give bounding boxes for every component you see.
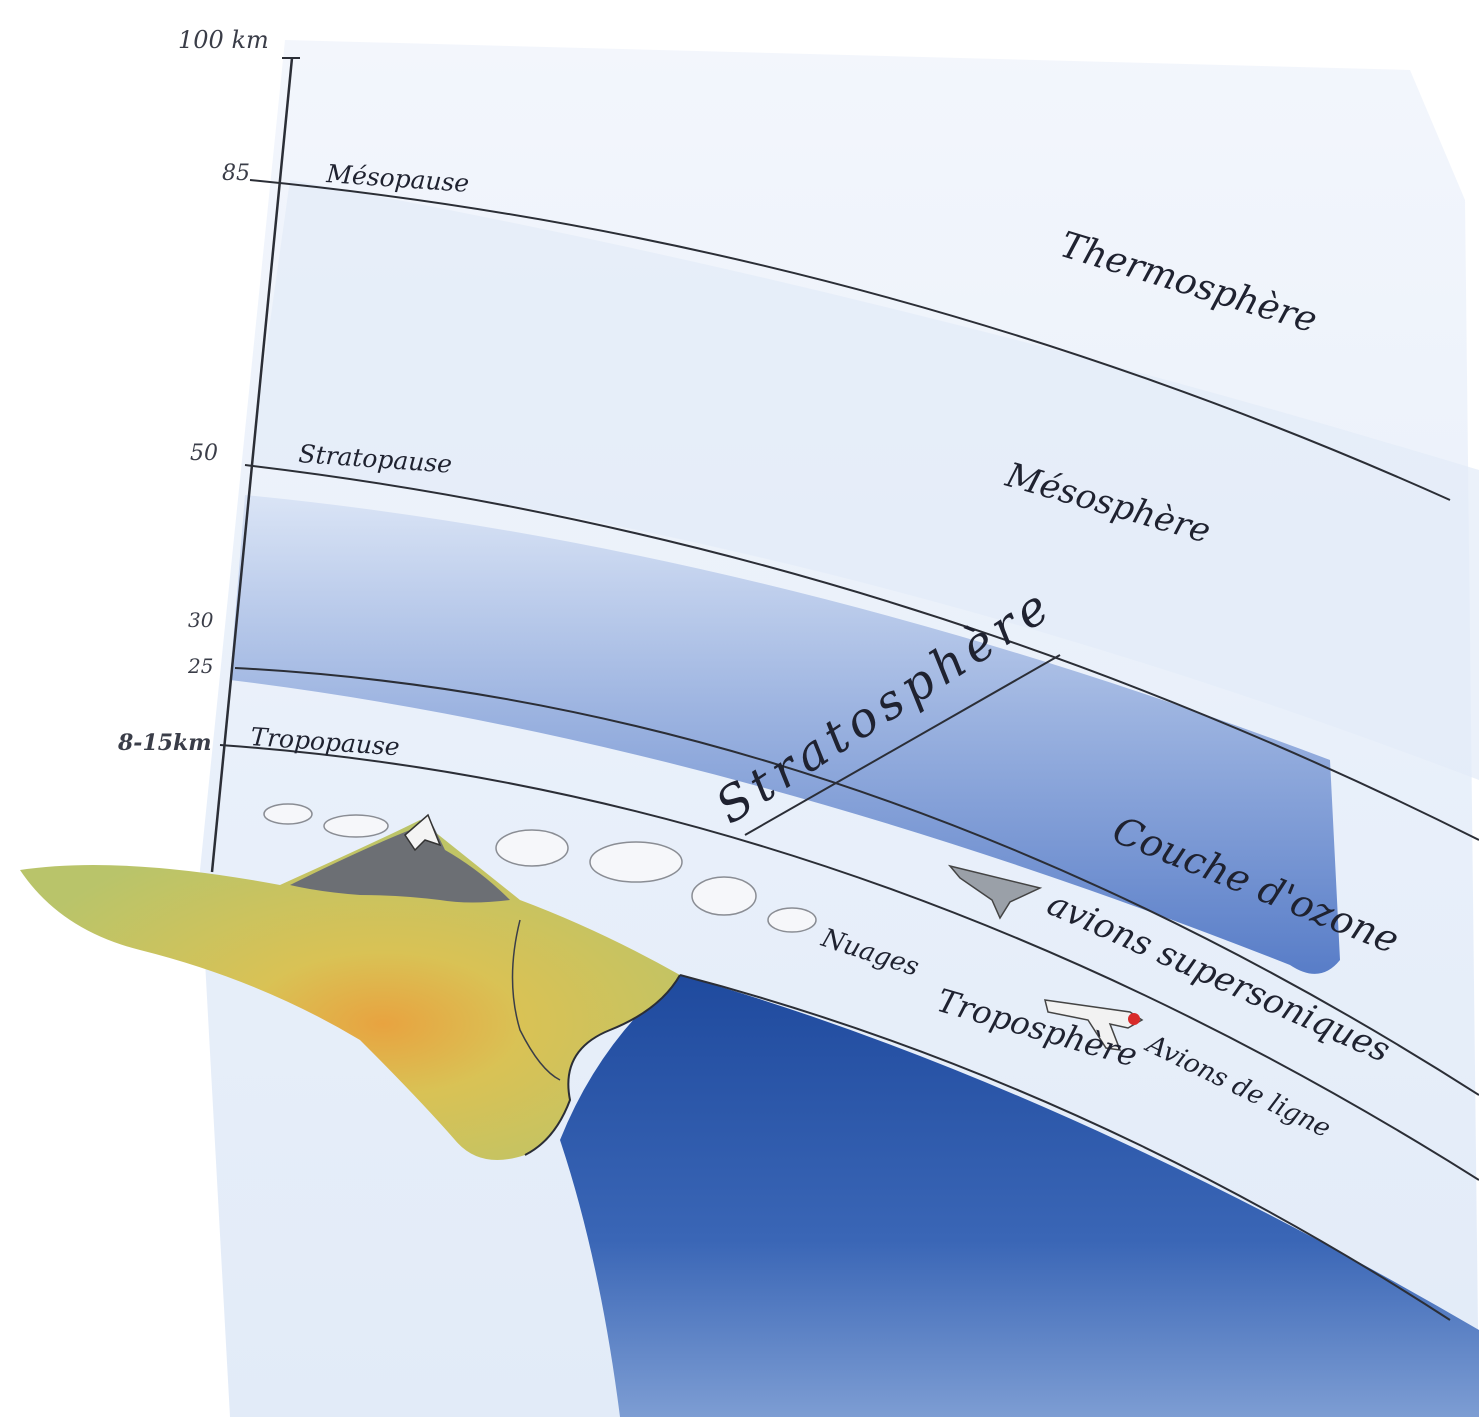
surface-line: [679, 974, 1451, 1321]
airliner-tail-mark: [1128, 1013, 1140, 1025]
mountain-snow: [404, 813, 442, 852]
axis-tick-85: 85: [222, 161, 250, 186]
cloud: [495, 829, 569, 867]
axis-top-label: 100 km: [178, 26, 269, 54]
ozone-layer-band: [230, 495, 1340, 974]
cloud: [323, 814, 389, 838]
cloud: [589, 841, 683, 883]
axis-tick-25: 25: [187, 654, 213, 678]
coastline: [524, 974, 681, 1156]
ozone-top-line: [234, 667, 1479, 1096]
tropopause-line: [219, 744, 1479, 1181]
ocean: [560, 975, 1479, 1417]
river: [511, 919, 561, 1081]
mountain: [290, 815, 510, 903]
supersonic-jet-icon: [947, 864, 1043, 920]
mesopause-line: [249, 179, 1451, 501]
ozone-pointer-line: [744, 654, 1061, 836]
stratopause-line: [244, 464, 1479, 841]
cloud: [263, 803, 313, 825]
cloud: [691, 876, 757, 916]
altitude-axis: [210, 57, 294, 873]
land: [20, 820, 680, 1160]
mesosphere-wash: [250, 180, 1479, 780]
axis-tick-50: 50: [190, 441, 218, 466]
axis-tick-30: 30: [188, 608, 214, 632]
cloud: [767, 907, 817, 933]
clouds-group: [263, 803, 817, 933]
axis-tick-tropopause-range: 8-15km: [117, 730, 212, 756]
